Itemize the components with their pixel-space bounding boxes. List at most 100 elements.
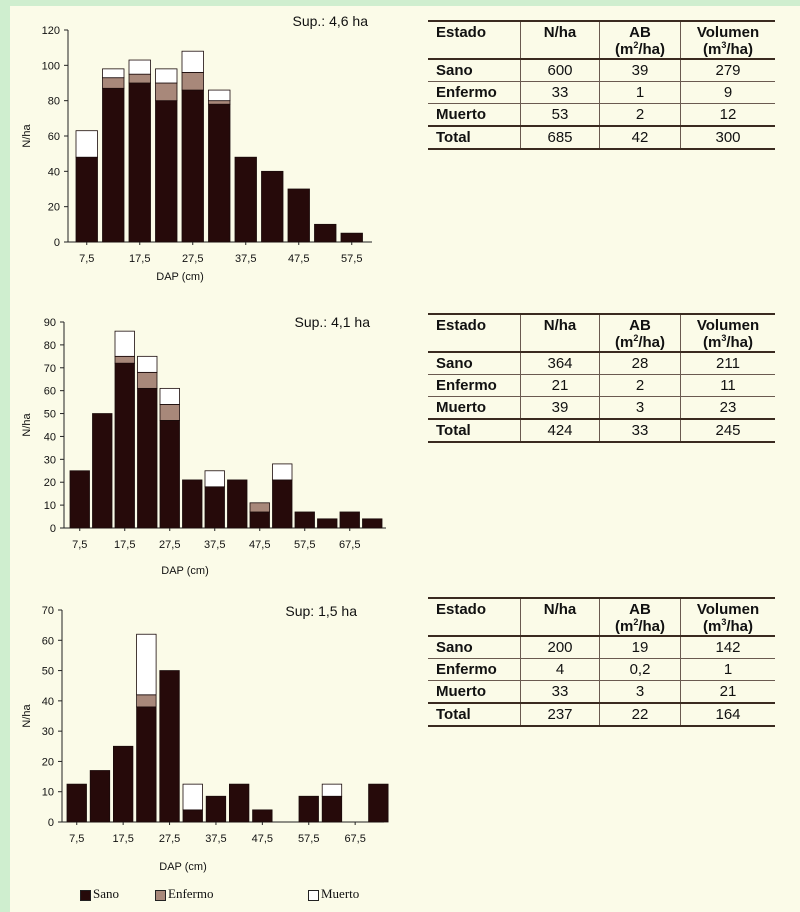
- bar-enfermo: [159, 404, 180, 421]
- bar-enfermo: [137, 371, 158, 389]
- cell-nha: 237: [520, 702, 600, 727]
- bar-muerto: [128, 59, 151, 75]
- cell-vol: 23: [680, 396, 775, 420]
- cell-nha: 4: [520, 658, 600, 681]
- bar-sano: [321, 795, 343, 823]
- col-ab: AB (m2/ha): [599, 21, 681, 60]
- y-tick-label: 10: [44, 500, 56, 512]
- bar-muerto: [155, 68, 178, 84]
- table-row: Enfermo 21 2 11: [428, 374, 775, 397]
- table-header-row: Estado N/ha AB (m2/ha) Volumen (m3/ha): [428, 21, 775, 60]
- row-label: Sano: [428, 352, 521, 375]
- bar-sano: [368, 783, 389, 823]
- bar-sano: [114, 362, 135, 529]
- table-row: Muerto 33 3 21: [428, 680, 775, 704]
- cell-vol: 300: [680, 125, 775, 150]
- col-ab: AB (m2/ha): [599, 598, 681, 637]
- col-nha: N/ha: [520, 598, 600, 637]
- cell-nha: 33: [520, 81, 600, 104]
- bar-sano: [159, 670, 180, 823]
- table-row-total: Total 685 42 300: [428, 125, 775, 150]
- bar-sano: [298, 795, 319, 823]
- x-tick-label: 57,5: [294, 539, 315, 551]
- bar-sano: [128, 82, 151, 243]
- bar-sano: [205, 795, 227, 823]
- legend-swatch-sano: [80, 889, 91, 901]
- bar-sano: [227, 479, 248, 529]
- col-ab: AB (m2/ha): [599, 314, 681, 353]
- y-tick-label: 0: [50, 523, 56, 535]
- bar-sano: [294, 511, 315, 529]
- surface-label: Sup: 1,5 ha: [285, 603, 357, 619]
- y-tick-label: 120: [42, 25, 60, 37]
- table-row: Muerto 53 2 12: [428, 103, 775, 127]
- cell-ab: 0,2: [599, 658, 681, 681]
- bar-muerto: [137, 355, 158, 373]
- stats-table-1: Estado N/ha AB (m2/ha) Volumen (m3/ha) San…: [428, 20, 775, 150]
- bar-muerto: [136, 633, 157, 696]
- x-axis-title: DAP (cm): [156, 271, 203, 283]
- table-row: Sano 200 19 142: [428, 636, 775, 659]
- y-tick-label: 40: [48, 166, 60, 178]
- table-header-row: Estado N/ha AB (m2/ha) Volumen (m3/ha): [428, 314, 775, 353]
- bar-sano: [234, 156, 257, 243]
- bar-muerto: [208, 89, 231, 102]
- col-volumen: Volumen (m3/ha): [680, 598, 775, 637]
- cell-ab: 1: [599, 81, 681, 104]
- x-tick-label: 17,5: [112, 833, 133, 845]
- bar-sano: [66, 783, 87, 823]
- y-tick-label: 0: [48, 817, 54, 829]
- x-tick-label: 67,5: [339, 539, 360, 551]
- bar-sano: [249, 511, 270, 529]
- bar-sano: [208, 103, 231, 243]
- bar-sano: [182, 479, 203, 529]
- cell-ab: 28: [599, 352, 681, 375]
- x-tick-label: 7,5: [72, 539, 87, 551]
- bar-sano: [228, 783, 250, 823]
- y-tick-label: 90: [44, 317, 56, 329]
- y-tick-label: 50: [42, 666, 54, 678]
- surface-label: Sup.: 4,1 ha: [294, 314, 370, 330]
- cell-vol: 142: [680, 636, 775, 659]
- bar-enfermo: [136, 694, 157, 708]
- y-tick-label: 20: [48, 202, 60, 214]
- bar-enfermo: [128, 73, 151, 84]
- bar-sano: [113, 745, 134, 823]
- y-tick-label: 60: [44, 386, 56, 398]
- y-tick-label: 30: [44, 454, 56, 466]
- y-axis-title: N/ha: [21, 704, 33, 728]
- table-row: Sano 364 28 211: [428, 352, 775, 375]
- cell-ab: 33: [599, 418, 681, 443]
- bar-enfermo: [102, 77, 125, 89]
- row-label: Sano: [428, 636, 521, 659]
- x-tick-label: 27,5: [159, 539, 180, 551]
- row-label: Muerto: [428, 396, 521, 420]
- y-tick-label: 80: [48, 96, 60, 108]
- x-tick-label: 7,5: [69, 833, 84, 845]
- bar-sano: [155, 100, 178, 243]
- table-row: Enfermo 33 1 9: [428, 81, 775, 104]
- row-label: Muerto: [428, 680, 521, 704]
- y-tick-label: 50: [44, 409, 56, 421]
- stats-table-3: Estado N/ha AB (m2/ha) Volumen (m3/ha) San…: [428, 597, 775, 727]
- y-tick-label: 40: [42, 696, 54, 708]
- table-row-total: Total 424 33 245: [428, 418, 775, 443]
- bar-sano: [252, 809, 273, 823]
- cell-nha: 364: [520, 352, 600, 375]
- col-estado: Estado: [428, 314, 521, 353]
- surface-label: Sup.: 4,6 ha: [292, 13, 368, 29]
- legend-swatch-enfermo: [155, 889, 166, 901]
- y-tick-label: 60: [48, 131, 60, 143]
- x-tick-label: 17,5: [129, 253, 150, 265]
- cell-nha: 33: [520, 680, 600, 704]
- x-tick-label: 67,5: [344, 833, 365, 845]
- bar-sano: [340, 232, 363, 243]
- x-tick-label: 27,5: [182, 253, 203, 265]
- row-label: Enfermo: [428, 81, 521, 104]
- x-tick-label: 47,5: [288, 253, 309, 265]
- bar-sano: [102, 87, 125, 243]
- bar-sano: [339, 511, 360, 529]
- cell-ab: 22: [599, 702, 681, 727]
- bar-muerto: [102, 68, 125, 79]
- legend-label-muerto: Muerto: [321, 886, 360, 901]
